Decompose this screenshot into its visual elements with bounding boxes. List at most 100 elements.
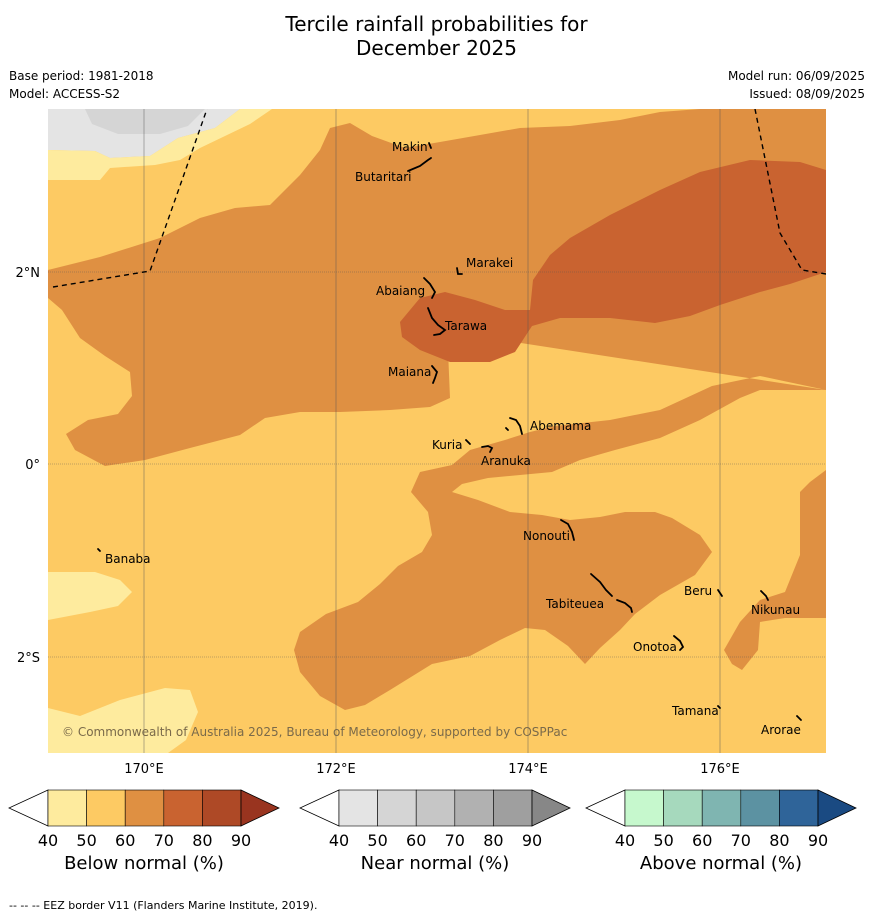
- label-aranuka: Aranuka: [481, 454, 531, 468]
- island-labels: Makin Butaritari Marakei Abaiang Tarawa …: [105, 140, 801, 737]
- label-tamana: Tamana: [671, 704, 719, 718]
- colorbar-above-tick: 40: [615, 831, 635, 850]
- label-marakei: Marakei: [466, 256, 513, 270]
- label-arorae: Arorae: [761, 723, 801, 737]
- chart-title: Tercile rainfall probabilities for Decem…: [0, 12, 873, 60]
- region-below-40-50-west: [48, 572, 132, 620]
- colorbar-below-tick: 80: [192, 831, 212, 850]
- lon-tick-172e: 172°E: [316, 762, 356, 777]
- base-period: Base period: 1981-2018: [9, 69, 154, 83]
- island-maiana-shape: [431, 365, 439, 384]
- label-abaiang: Abaiang: [376, 284, 425, 298]
- region-below-40-50-north: [48, 109, 272, 180]
- islands: [97, 142, 802, 721]
- colorbar-above-segment: [740, 789, 780, 827]
- colorbar-below-segment: [202, 789, 242, 827]
- model-name: Model: ACCESS-S2: [9, 87, 121, 101]
- eez-footnote: -- -- -- EEZ border V11 (Flanders Marine…: [9, 899, 318, 912]
- island-aranuka-shape: [481, 445, 494, 453]
- label-beru: Beru: [684, 584, 712, 598]
- model-run: Model run: 06/09/2025: [727, 69, 865, 83]
- colorbar-above-segment: [624, 789, 664, 827]
- copyright-notice: © Commonwealth of Australia 2025, Bureau…: [62, 725, 567, 739]
- colorbar-near-segment: [338, 789, 378, 827]
- colorbar-near-segment: [377, 789, 417, 827]
- colorbar-near-tick: 40: [329, 831, 349, 850]
- title-line-2: December 2025: [356, 36, 517, 60]
- label-onotoa: Onotoa: [633, 640, 677, 654]
- colorbar-above-under-arrow: [585, 789, 626, 827]
- lat-tick-labels: 2°N 0° 2°S: [16, 266, 41, 666]
- island-marakei-shape: [456, 267, 463, 275]
- colorbar-above-tick: 90: [808, 831, 828, 850]
- colorbar-above-segment: [663, 789, 703, 827]
- region-near-50-60: [85, 109, 205, 134]
- region-below-40-50-south: [48, 688, 198, 753]
- colorbar-near-tick: 80: [483, 831, 503, 850]
- colorbar-below-tick: 70: [154, 831, 174, 850]
- colorbar-below-segment: [163, 789, 203, 827]
- graticule: [48, 109, 826, 753]
- colorbar-label-near: Near normal (%): [360, 853, 510, 874]
- colorbar-near-tick: 90: [522, 831, 542, 850]
- colorbar-below-tick: 90: [231, 831, 251, 850]
- colorbar-near-tick: 50: [367, 831, 387, 850]
- label-butaritari: Butaritari: [355, 170, 412, 184]
- colorbar-below-segment: [124, 789, 165, 827]
- island-arorae-shape: [796, 715, 802, 721]
- lon-tick-174e: 174°E: [508, 762, 548, 777]
- colorbar-near-over-arrow: [531, 789, 571, 827]
- label-nikunau: Nikunau: [751, 603, 800, 617]
- colorbar-below-segment: [86, 789, 126, 827]
- lon-tick-176e: 176°E: [700, 762, 740, 777]
- colorbar-label-below: Below normal (%): [64, 853, 224, 874]
- lat-tick-2s: 2°S: [17, 651, 40, 666]
- colorbar-near-under-arrow: [299, 789, 340, 827]
- label-tarawa: Tarawa: [444, 319, 487, 333]
- colorbar-below-over-arrow: [240, 789, 280, 827]
- label-kuria: Kuria: [432, 438, 463, 452]
- colorbar-above-segment: [779, 789, 819, 827]
- lat-tick-2n: 2°N: [16, 266, 41, 281]
- colorbar-near-segment: [454, 789, 494, 827]
- colorbar-below-tick: 50: [76, 831, 96, 850]
- colorbar-above-tick: 70: [731, 831, 751, 850]
- island-nikunau-shape: [760, 590, 769, 601]
- colorbar-above-tick: 80: [769, 831, 789, 850]
- lon-tick-170e: 170°E: [124, 762, 164, 777]
- region-below-60-70-west: [48, 262, 450, 466]
- island-kuria-shape: [465, 439, 471, 445]
- island-tamana-shape: [717, 705, 721, 709]
- colorbar-near-segment: [493, 789, 533, 827]
- colorbar-below-under-arrow: [8, 789, 49, 827]
- lat-tick-0: 0°: [25, 458, 40, 473]
- colorbar-above-over-arrow: [817, 789, 857, 827]
- lon-tick-labels: 170°E 172°E 174°E 176°E: [124, 762, 740, 777]
- colorbar-near-tick: 70: [445, 831, 465, 850]
- colorbar-below-tick: 40: [38, 831, 58, 850]
- colorbar-below-tick: 60: [115, 831, 135, 850]
- eez-border: [52, 109, 826, 288]
- label-tabiteuea: Tabiteuea: [545, 597, 604, 611]
- island-makin-shape: [428, 142, 432, 149]
- island-tarawa-shape: [427, 307, 447, 336]
- island-butaritari-shape: [407, 157, 432, 172]
- meta-left: Base period: 1981-2018 Model: ACCESS-S2: [9, 67, 154, 103]
- region-below-70-80: [400, 160, 826, 362]
- colorbars: 40 50 60 70 80 90 40 50 60 70 80 90 40 50 60 70 80 90: [8, 789, 857, 850]
- island-onotoa-shape: [673, 635, 685, 651]
- label-banaba: Banaba: [105, 552, 151, 566]
- colorbar-near-segment: [415, 789, 456, 827]
- region-below-60-70-southeast: [724, 470, 826, 670]
- colorbar-label-above: Above normal (%): [639, 853, 803, 874]
- colorbar-above-tick: 50: [653, 831, 673, 850]
- label-nonouti: Nonouti: [523, 529, 570, 543]
- colorbar-above-segment: [701, 789, 742, 827]
- island-tabiteuea-shape: [590, 573, 633, 613]
- colorbar-above-tick: 60: [692, 831, 712, 850]
- island-beru-shape: [717, 589, 723, 597]
- meta-right: Model run: 06/09/2025 Issued: 08/09/2025: [728, 67, 865, 103]
- label-makin: Makin: [392, 140, 428, 154]
- island-banaba-shape: [97, 548, 101, 552]
